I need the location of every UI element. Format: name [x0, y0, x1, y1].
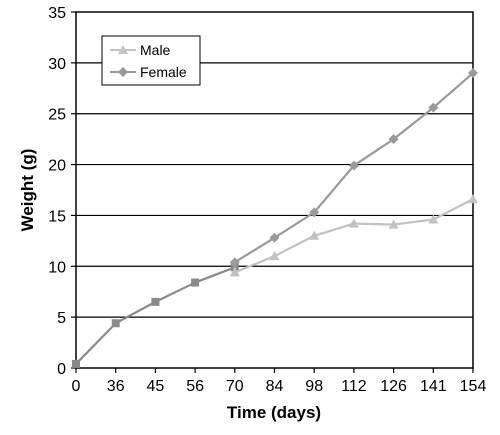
legend-box: [101, 35, 201, 86]
y-tick-label-15: 15: [48, 208, 66, 225]
series-female: [229, 68, 478, 268]
y-tick-label-35: 35: [48, 5, 66, 22]
data-point-shared-56: [191, 278, 200, 287]
legend-female-diamond-icon: [118, 67, 128, 77]
series-layer: [72, 68, 478, 368]
legend-item-male: Male: [110, 42, 171, 58]
x-tick-label-112: 112: [341, 378, 367, 395]
legend-item-female: Female: [110, 64, 187, 80]
y-tick-label-5: 5: [57, 310, 66, 327]
legend: Male Female: [101, 35, 201, 86]
data-point-female-112: [348, 160, 359, 171]
data-point-shared-0: [72, 359, 80, 368]
data-point-male-154: [468, 194, 478, 204]
data-point-male-141: [428, 214, 439, 224]
y-tick-label-0: 0: [57, 361, 66, 378]
data-point-female-154: [468, 68, 478, 79]
x-tick-label-70: 70: [226, 378, 244, 395]
data-point-female-141: [428, 102, 439, 113]
data-point-male-84: [269, 251, 280, 261]
series-line-shared: [75, 266, 236, 365]
y-tick-label-25: 25: [48, 107, 66, 124]
x-tick-label-45: 45: [147, 378, 165, 395]
y-axis-title: Weight (g): [18, 149, 37, 232]
axis-ticks: 0 5 10 15 20 25 30 35 0 36 45 56 70 84 98 112 126 141 154: [48, 5, 486, 395]
data-point-female-98: [309, 207, 320, 218]
x-tick-label-56: 56: [186, 378, 204, 395]
data-point-shared-45: [151, 297, 160, 306]
grid-lines: [76, 62, 473, 318]
y-tick-label-30: 30: [48, 56, 66, 73]
x-tick-label-84: 84: [266, 378, 284, 395]
data-point-male-126: [388, 219, 399, 229]
data-point-male-70: [229, 267, 240, 277]
data-point-shared-36: [111, 319, 120, 328]
data-point-female-70: [229, 257, 240, 268]
x-axis-title: Time (days): [227, 403, 321, 422]
legend-male-triangle-icon: [118, 45, 128, 54]
legend-female-label: Female: [140, 64, 187, 80]
x-tick-label-154: 154: [460, 378, 487, 395]
series-male: [229, 194, 478, 277]
x-tick-label-126: 126: [380, 378, 407, 395]
data-point-male-112: [348, 218, 359, 228]
data-point-female-126: [388, 134, 399, 145]
legend-male-label: Male: [140, 42, 171, 58]
y-tick-label-20: 20: [48, 158, 66, 175]
x-tick-label-0: 0: [72, 378, 81, 395]
series-shared: [72, 263, 239, 368]
y-tick-label-10: 10: [48, 259, 66, 276]
series-line-female: [233, 72, 474, 268]
data-point-female-84: [269, 232, 280, 243]
series-line-male: [233, 198, 474, 274]
x-tick-label-141: 141: [420, 378, 447, 395]
x-tick-label-36: 36: [107, 378, 125, 395]
data-point-male-98: [309, 230, 320, 240]
x-tick-label-98: 98: [305, 378, 323, 395]
